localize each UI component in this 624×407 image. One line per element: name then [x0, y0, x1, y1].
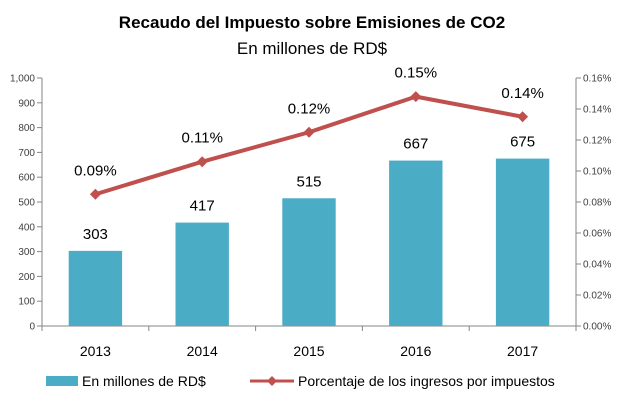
- y-right-tick-label: 0.02%: [583, 291, 611, 302]
- chart-title: Recaudo del Impuesto sobre Emisiones de …: [119, 13, 505, 32]
- y-right-tick-label: 0.10%: [583, 167, 611, 178]
- bar-series: [68, 158, 550, 326]
- bar-value-label: 417: [190, 198, 215, 215]
- y-left-tick-label: 1,000: [10, 74, 35, 85]
- bar: [68, 250, 123, 326]
- legend-label-bars: En millones de RD$: [82, 373, 206, 389]
- line-value-label: 0.09%: [74, 162, 117, 179]
- bar: [389, 160, 443, 326]
- line-value-label: 0.12%: [288, 100, 331, 117]
- line-point: [517, 111, 529, 123]
- y-left-tick-label: 800: [18, 123, 35, 134]
- y-right-tick-label: 0.08%: [583, 198, 611, 209]
- bar-value-label: 667: [403, 136, 428, 153]
- bar: [495, 158, 550, 326]
- y-right-tick-label: 0.12%: [583, 136, 611, 147]
- bar: [282, 198, 336, 326]
- legend-swatch-bars: [46, 376, 78, 386]
- y-right-tick-label: 0.06%: [583, 229, 611, 240]
- legend-label-line: Porcentaje de los ingresos por impuestos: [298, 373, 555, 389]
- y-right-tick-label: 0.04%: [583, 260, 611, 271]
- line-point: [410, 91, 422, 103]
- y-left-tick-label: 200: [18, 272, 35, 283]
- line-value-label: 0.11%: [181, 130, 222, 147]
- line-point: [303, 126, 315, 138]
- axes: 0 100 200 300 400 500 600 700 800 900 1,000 0.00% 0.…: [10, 74, 611, 360]
- bar-value-label: 303: [83, 226, 108, 243]
- y-left-tick-label: 400: [18, 222, 35, 233]
- y-left-tick-label: 0: [29, 322, 35, 333]
- x-tick-label: 2014: [187, 343, 218, 359]
- line-series: [89, 91, 529, 200]
- chart-subtitle: En millones de RD$: [237, 39, 388, 58]
- x-tick-label: 2017: [507, 343, 538, 359]
- y-right-tick-label: 0.00%: [583, 322, 611, 333]
- line-point: [89, 188, 101, 200]
- legend-marker-line: [267, 376, 277, 386]
- y-left-tick-label: 100: [18, 297, 35, 308]
- legend: En millones de RD$ Porcentaje de los ing…: [46, 373, 555, 389]
- y-right-tick-label: 0.14%: [583, 105, 611, 116]
- y-left-tick-label: 300: [18, 247, 35, 258]
- bar-value-label: 675: [510, 134, 535, 151]
- y-left-tick-label: 900: [18, 98, 35, 109]
- line-value-label: 0.14%: [501, 85, 544, 102]
- bar: [175, 222, 229, 326]
- y-left-tick-label: 500: [18, 198, 35, 209]
- y-left-tick-label: 700: [18, 148, 35, 159]
- data-labels: 303 417 515 667 675 0.09% 0.11% 0.12% 0.15% 0.14%: [74, 65, 544, 243]
- y-right-tick-label: 0.16%: [583, 74, 611, 85]
- x-tick-label: 2016: [400, 343, 431, 359]
- x-tick-label: 2015: [293, 343, 324, 359]
- line-value-label: 0.15%: [395, 65, 438, 82]
- y-left-tick-label: 600: [18, 173, 35, 184]
- x-tick-label: 2013: [80, 343, 111, 359]
- bar-value-label: 515: [296, 173, 321, 190]
- line-point: [196, 156, 208, 168]
